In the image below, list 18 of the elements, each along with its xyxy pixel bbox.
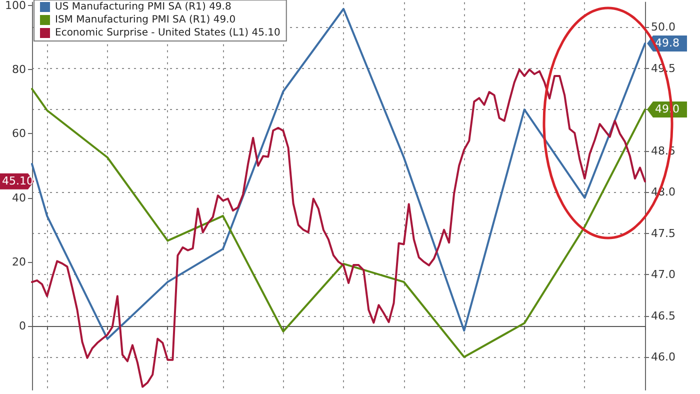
y-tick-label: 0 bbox=[19, 319, 26, 332]
y-tick-label: 80 bbox=[12, 63, 26, 76]
y2-tick-label: 46.5 bbox=[651, 309, 676, 322]
data-label: 49.8 bbox=[655, 36, 680, 50]
annotation: 45.10 bbox=[2, 174, 34, 188]
y2-tick-label: 47.0 bbox=[651, 268, 676, 282]
legend-label: Economic Surprise - United States (L1) 45.10 bbox=[55, 28, 280, 38]
y-tick-label: 20 bbox=[12, 255, 26, 268]
y2-tick-label: 50.0 bbox=[651, 20, 676, 34]
legend-label: ISM Manufacturing PMI SA (R1) 49.0 bbox=[55, 14, 236, 26]
legend-label: US Manufacturing PMI SA (R1) 49.8 bbox=[55, 2, 232, 12]
y-tick-label: 40 bbox=[12, 191, 26, 204]
y-tick-label: 60 bbox=[12, 127, 26, 140]
data-label: 49.0 bbox=[655, 102, 680, 116]
y2-tick-label: 47.5 bbox=[651, 226, 676, 240]
y-tick-label: 100 bbox=[5, 0, 26, 12]
y2-tick-label: 46.0 bbox=[651, 350, 676, 364]
line-series bbox=[31, 68, 646, 388]
